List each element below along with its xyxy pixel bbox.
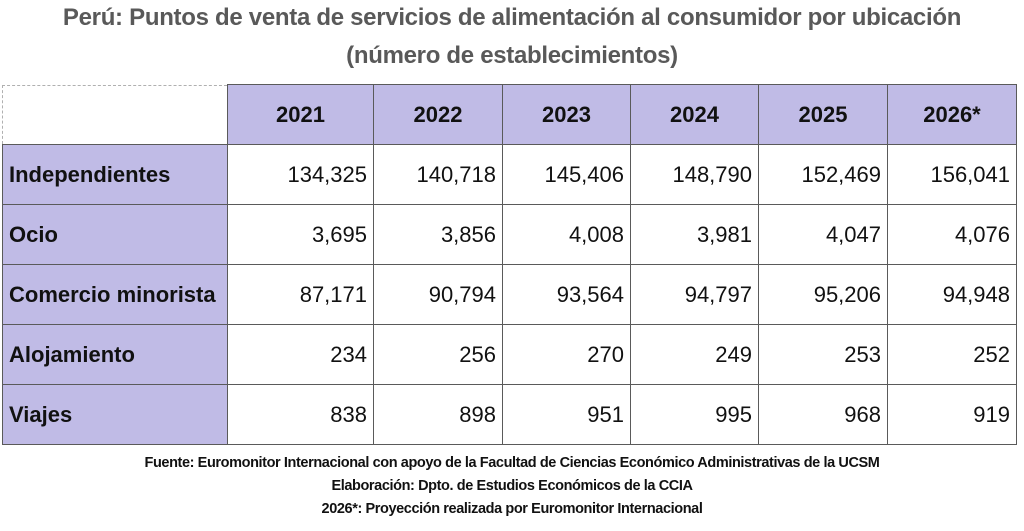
table-cell: 95,206 xyxy=(758,264,888,325)
column-header: 2025 xyxy=(758,84,888,145)
projection-note: 2026*: Proyección realizada por Euromoni… xyxy=(321,501,703,517)
row-header: Ocio xyxy=(2,204,228,265)
table-cell: 3,981 xyxy=(630,204,759,265)
column-header: 2021 xyxy=(227,84,374,145)
table-cell: 4,008 xyxy=(502,204,631,265)
table-cell: 145,406 xyxy=(502,144,631,205)
table-cell: 919 xyxy=(887,384,1017,445)
header-row: 2021 2022 2023 2024 2025 2026* xyxy=(2,84,1017,145)
table-cell: 156,041 xyxy=(887,144,1017,205)
column-header: 2022 xyxy=(373,84,503,145)
table-cell: 838 xyxy=(227,384,374,445)
table-cell: 3,856 xyxy=(373,204,503,265)
table-cell: 252 xyxy=(887,324,1017,385)
source-note: Fuente: Euromonitor Internacional con ap… xyxy=(144,455,880,471)
table-cell: 253 xyxy=(758,324,888,385)
column-header: 2023 xyxy=(502,84,631,145)
table-cell: 234 xyxy=(227,324,374,385)
row-header: Viajes xyxy=(2,384,228,445)
elaboration-note: Elaboración: Dpto. de Estudios Económico… xyxy=(331,478,693,494)
table-cell: 94,948 xyxy=(887,264,1017,325)
table-cell: 94,797 xyxy=(630,264,759,325)
table-row: Ocio 3,695 3,856 4,008 3,981 4,047 4,076 xyxy=(2,204,1017,265)
table-cell: 4,076 xyxy=(887,204,1017,265)
row-header: Alojamiento xyxy=(2,324,228,385)
page-title: Perú: Puntos de venta de servicios de al… xyxy=(62,4,962,31)
table-cell: 134,325 xyxy=(227,144,374,205)
table-cell: 256 xyxy=(373,324,503,385)
table-cell: 148,790 xyxy=(630,144,759,205)
table-row: Comercio minorista 87,171 90,794 93,564 … xyxy=(2,264,1017,325)
data-table: 2021 2022 2023 2024 2025 2026* Independi… xyxy=(2,84,1017,445)
table-cell: 898 xyxy=(373,384,503,445)
table-cell: 87,171 xyxy=(227,264,374,325)
row-header: Comercio minorista xyxy=(2,264,228,325)
table-cell: 4,047 xyxy=(758,204,888,265)
table-cell: 995 xyxy=(630,384,759,445)
table-cell: 249 xyxy=(630,324,759,385)
table-cell: 152,469 xyxy=(758,144,888,205)
table-row: Alojamiento 234 256 270 249 253 252 xyxy=(2,324,1017,385)
table-cell: 968 xyxy=(758,384,888,445)
table-cell: 3,695 xyxy=(227,204,374,265)
table-row: Viajes 838 898 951 995 968 919 xyxy=(2,384,1017,445)
table-cell: 90,794 xyxy=(373,264,503,325)
row-header: Independientes xyxy=(2,144,228,205)
table-cell: 93,564 xyxy=(502,264,631,325)
column-header: 2024 xyxy=(630,84,759,145)
table-cell: 140,718 xyxy=(373,144,503,205)
page-subtitle: (número de establecimientos) xyxy=(346,42,678,69)
table-cell: 270 xyxy=(502,324,631,385)
header-empty-cell xyxy=(2,84,228,145)
table-cell: 951 xyxy=(502,384,631,445)
table-row: Independientes 134,325 140,718 145,406 1… xyxy=(2,144,1017,205)
column-header: 2026* xyxy=(887,84,1017,145)
